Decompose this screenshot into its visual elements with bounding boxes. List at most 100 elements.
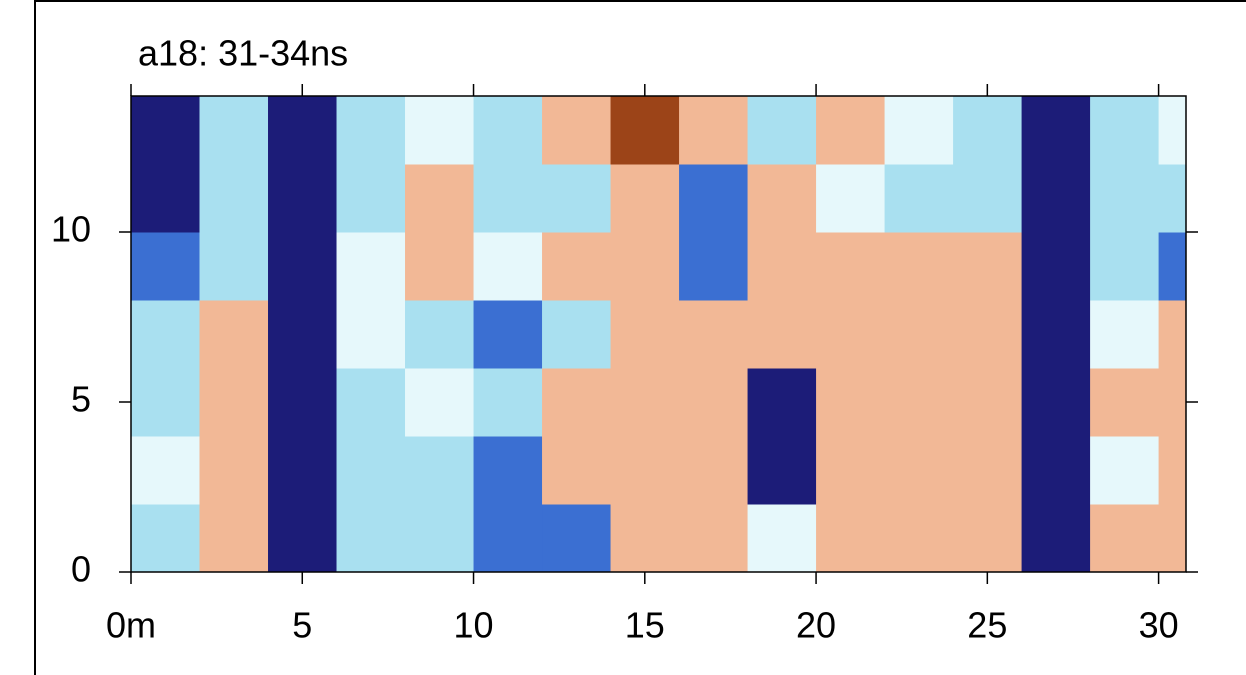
- heatmap-cell: [747, 96, 817, 165]
- heatmap-cell: [884, 96, 954, 165]
- heatmap-cell: [473, 368, 543, 437]
- heatmap-cell: [953, 96, 1023, 165]
- x-tick-label: 0m: [106, 605, 156, 646]
- heatmap-cell: [473, 96, 543, 165]
- heatmap-cell: [747, 504, 817, 573]
- heatmap-cell: [268, 164, 338, 233]
- heatmap-cell: [473, 232, 543, 301]
- heatmap-cell: [336, 96, 406, 165]
- heatmap-cell: [268, 232, 338, 301]
- heatmap-cell: [131, 300, 201, 369]
- heatmap-cell: [610, 368, 680, 437]
- heatmap-cell: [816, 232, 886, 301]
- heatmap-cell: [816, 96, 886, 165]
- heatmap-cell: [268, 504, 338, 573]
- x-tick-label: 5: [292, 605, 312, 646]
- heatmap-cell: [268, 96, 338, 165]
- heatmap-cell: [542, 300, 612, 369]
- heatmap-cell: [1158, 300, 1187, 369]
- heatmap-cell: [131, 504, 201, 573]
- heatmap-cell: [542, 164, 612, 233]
- heatmap-cell: [610, 300, 680, 369]
- heatmap-cell: [405, 368, 475, 437]
- heatmap-cell: [1158, 164, 1187, 233]
- heatmap-cell: [747, 368, 817, 437]
- heatmap-cell: [610, 96, 680, 165]
- heatmap-cell: [1158, 96, 1187, 165]
- chart-title: a18: 31-34ns: [138, 33, 348, 74]
- heatmap-cell: [1158, 232, 1187, 301]
- heatmap-cell: [679, 164, 749, 233]
- heatmap-cell: [336, 300, 406, 369]
- heatmap-cell: [199, 504, 269, 573]
- heatmap-cell: [336, 436, 406, 505]
- heatmap-cell: [199, 232, 269, 301]
- heatmap-cell: [268, 368, 338, 437]
- heatmap-cell: [473, 164, 543, 233]
- heatmap-cell: [884, 368, 954, 437]
- heatmap-cell: [816, 368, 886, 437]
- heatmap-cell: [884, 164, 954, 233]
- heatmap-cell: [131, 436, 201, 505]
- heatmap-cell: [953, 232, 1023, 301]
- heatmap-cell: [1158, 368, 1187, 437]
- heatmap-cell: [1090, 164, 1160, 233]
- heatmap-cell: [610, 504, 680, 573]
- heatmap-cell: [131, 96, 201, 165]
- heatmap-cell: [1090, 232, 1160, 301]
- heatmap-cell: [405, 232, 475, 301]
- heatmap-cell: [131, 368, 201, 437]
- heatmap-cell: [953, 504, 1023, 573]
- heatmap-cell: [816, 300, 886, 369]
- heatmap-cell: [679, 368, 749, 437]
- heatmap-cell: [405, 300, 475, 369]
- heatmap-cell: [1021, 232, 1091, 301]
- heatmap-cell: [199, 368, 269, 437]
- heatmap-cell: [1090, 96, 1160, 165]
- heatmap-cell: [1021, 164, 1091, 233]
- heatmap-cell: [610, 232, 680, 301]
- heatmap-cell: [747, 232, 817, 301]
- heatmap-cell: [199, 96, 269, 165]
- heatmap-cell: [405, 164, 475, 233]
- heatmap-cell: [1090, 436, 1160, 505]
- heatmap-cell: [542, 96, 612, 165]
- heatmap-cell: [679, 232, 749, 301]
- heatmap-cell: [610, 436, 680, 505]
- heatmap-cell: [953, 436, 1023, 505]
- heatmap-cell: [610, 164, 680, 233]
- heatmap-cell: [1090, 300, 1160, 369]
- heatmap-cell: [679, 436, 749, 505]
- heatmap-cell: [542, 436, 612, 505]
- heatmap-cell: [336, 232, 406, 301]
- heatmap-cell: [679, 96, 749, 165]
- heatmap-cell: [953, 300, 1023, 369]
- heatmap-cell: [542, 232, 612, 301]
- heatmap-cell: [816, 504, 886, 573]
- y-tick-label: 5: [71, 379, 91, 420]
- heatmap-cell: [336, 504, 406, 573]
- heatmap-cell: [473, 300, 543, 369]
- heatmap-cell: [884, 300, 954, 369]
- heatmap-cell: [1021, 436, 1091, 505]
- y-tick-label: 0: [71, 549, 91, 590]
- heatmap-cell: [884, 436, 954, 505]
- heatmap-cell: [268, 436, 338, 505]
- heatmap-cell: [542, 504, 612, 573]
- heatmap-cell: [953, 164, 1023, 233]
- heatmap-cell: [473, 436, 543, 505]
- heatmap-cell: [884, 504, 954, 573]
- heatmap-cell: [1090, 504, 1160, 573]
- x-tick-label: 30: [1139, 605, 1179, 646]
- y-tick-label: 10: [51, 209, 91, 250]
- heatmap-cell: [1021, 368, 1091, 437]
- heatmap-cell: [1021, 96, 1091, 165]
- heatmap-cell: [131, 164, 201, 233]
- heatmap-cell: [747, 164, 817, 233]
- heatmap-cell: [405, 96, 475, 165]
- heatmap-cell: [199, 436, 269, 505]
- heatmap-cell: [405, 436, 475, 505]
- heatmap-cell: [336, 164, 406, 233]
